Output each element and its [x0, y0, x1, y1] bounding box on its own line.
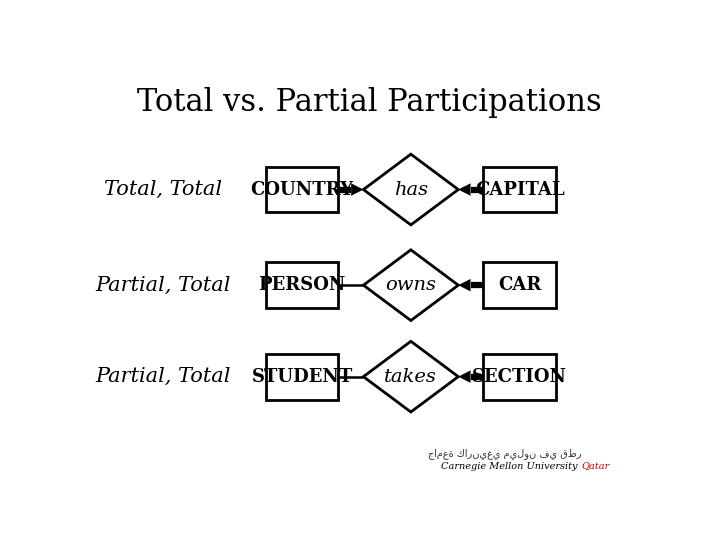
Text: has: has	[394, 180, 428, 199]
Text: Partial, Total: Partial, Total	[95, 276, 230, 295]
Bar	[266, 354, 338, 400]
Text: SECTION: SECTION	[472, 368, 567, 386]
Text: Total vs. Partial Participations: Total vs. Partial Participations	[137, 87, 601, 118]
Bar	[266, 262, 338, 308]
Bar	[266, 167, 338, 212]
Polygon shape	[364, 341, 458, 412]
Text: Carnegie Mellon University: Carnegie Mellon University	[441, 462, 581, 470]
Text: Total, Total: Total, Total	[104, 180, 222, 199]
Polygon shape	[351, 183, 364, 196]
Text: Partial, Total: Partial, Total	[95, 367, 230, 386]
Text: جامعة كارنيغي ميلون في قطر: جامعة كارنيغي ميلون في قطر	[428, 448, 581, 459]
Polygon shape	[364, 154, 458, 225]
Text: owns: owns	[385, 276, 436, 294]
Polygon shape	[364, 250, 458, 321]
Text: CAR: CAR	[498, 276, 541, 294]
Polygon shape	[458, 183, 471, 196]
Polygon shape	[458, 370, 471, 383]
Text: CAPITAL: CAPITAL	[475, 180, 564, 199]
Text: Qatar: Qatar	[581, 462, 609, 470]
Text: PERSON: PERSON	[258, 276, 346, 294]
Bar	[483, 354, 556, 400]
Polygon shape	[458, 279, 471, 292]
Bar	[483, 262, 556, 308]
Text: COUNTRY: COUNTRY	[251, 180, 354, 199]
Text: STUDENT: STUDENT	[251, 368, 353, 386]
Text: takes: takes	[384, 368, 437, 386]
Bar	[483, 167, 556, 212]
